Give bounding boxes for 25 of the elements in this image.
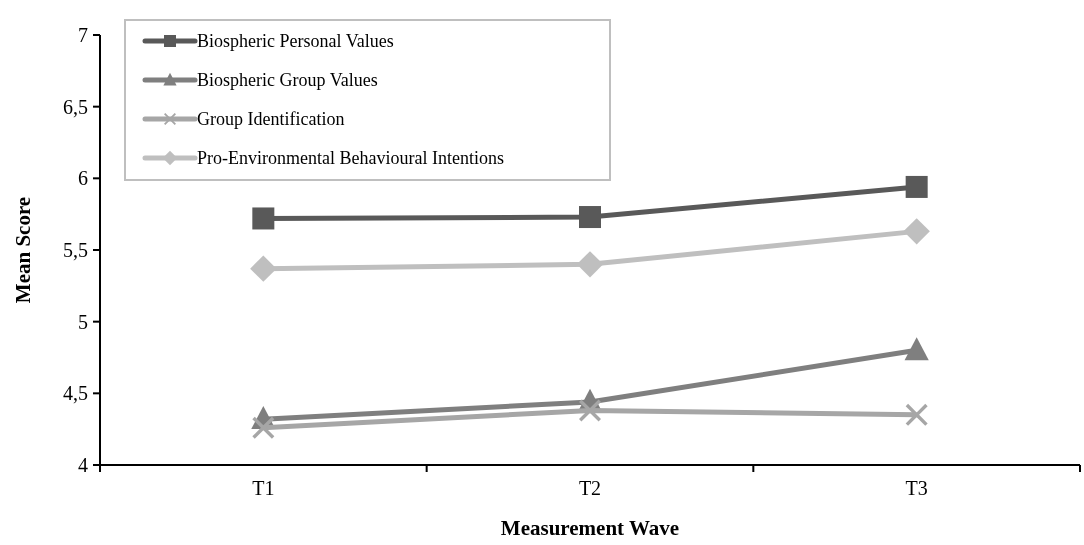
point <box>903 218 930 245</box>
point <box>252 416 275 439</box>
point <box>250 255 277 282</box>
x-tick-label: T2 <box>578 477 602 499</box>
point <box>905 175 928 198</box>
point <box>904 337 929 361</box>
y-tick-label: 4,5 <box>63 382 88 405</box>
point <box>905 403 928 426</box>
legend-label: Pro-Environmental Behavioural Intentions <box>197 148 504 169</box>
point <box>576 251 604 278</box>
legend-label: Group Identification <box>197 109 345 130</box>
x-tick-label: T1 <box>252 477 275 499</box>
x-tick-label: T3 <box>905 477 928 499</box>
y-tick-label: 4 <box>78 454 88 476</box>
y-tick-label: 6 <box>78 167 88 190</box>
legend-label: Biospheric Personal Values <box>197 31 394 52</box>
x-axis-title: Measurement Wave <box>500 516 680 540</box>
y-tick-label: 7 <box>78 24 88 46</box>
y-tick-label: 5,5 <box>63 239 88 261</box>
y-axis-title: Mean Score <box>11 196 35 304</box>
y-tick-label: 5 <box>78 310 88 333</box>
point <box>579 206 601 229</box>
legend-label: Biospheric Group Values <box>197 70 378 91</box>
y-tick-label: 6,5 <box>63 95 88 118</box>
point <box>252 207 275 230</box>
